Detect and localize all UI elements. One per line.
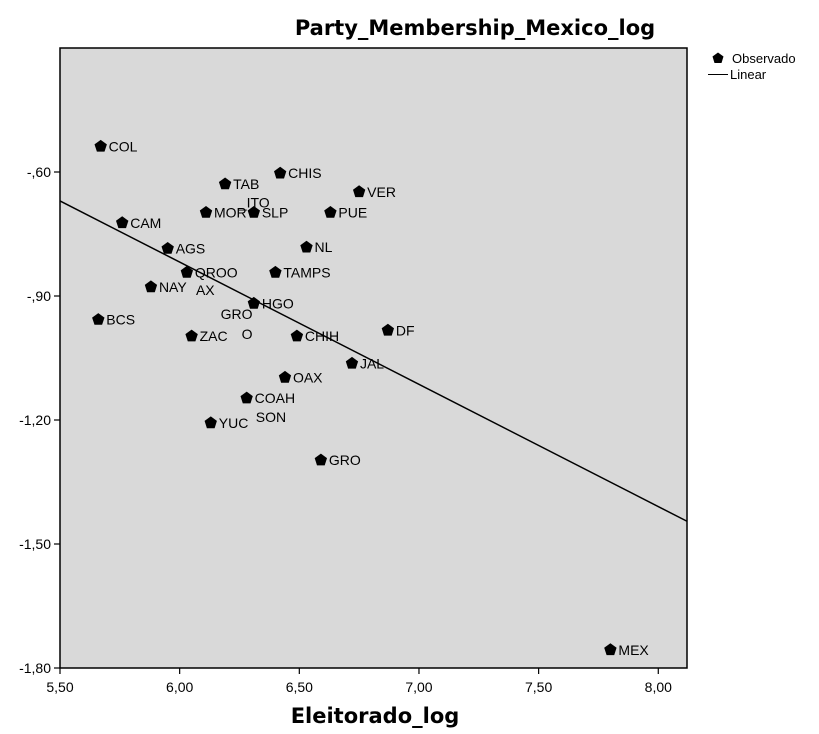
point-label-yuc: YUC <box>219 415 249 431</box>
point-label-nay: NAY <box>159 279 187 295</box>
legend-label-observado: Observado <box>732 50 796 66</box>
data-point-chih <box>290 329 304 342</box>
data-point-qroo <box>180 265 193 278</box>
point-label-slp: SLP <box>262 205 288 221</box>
x-tick-label: 5,50 <box>46 679 73 695</box>
point-label-jal: JAL <box>360 355 384 371</box>
data-point-zac <box>185 329 198 342</box>
point-label-col: COL <box>109 138 138 154</box>
legend-item-linear: Linear <box>708 66 796 82</box>
y-tick-label: -1,20 <box>19 412 51 428</box>
legend-item-observado: Observado <box>712 50 796 66</box>
point-label-df: DF <box>396 322 415 338</box>
data-point-bcs <box>92 313 105 325</box>
axes: 5,50 6,00 6,50 7,00 7,50 8,00 -,60 -,90 -1,20 -1,… <box>19 164 672 695</box>
data-point-ver <box>353 185 366 198</box>
point-label-qroo: QROO <box>195 264 238 280</box>
chart-title: Party_Membership_Mexico_log <box>294 16 656 40</box>
partial-point-label: O <box>242 326 253 342</box>
data-point-jal <box>345 356 359 369</box>
data-point-mor <box>199 206 213 218</box>
data-point-gro <box>314 453 327 466</box>
point-label-ver: VER <box>367 184 396 200</box>
data-point-chis <box>274 166 287 179</box>
data-point-pue <box>324 206 337 218</box>
data-point-oax <box>278 370 292 383</box>
point-label-tamps: TAMPS <box>283 264 330 280</box>
point-label-cam: CAM <box>130 215 161 231</box>
linear-fit-line <box>59 200 688 522</box>
data-point-nl <box>300 240 313 253</box>
partial-point-label: _ITO <box>238 195 270 211</box>
partial-point-label: AX <box>196 282 215 298</box>
data-point-ags <box>161 242 174 254</box>
x-tick-label: 6,50 <box>286 679 313 695</box>
point-label-bcs: BCS <box>106 312 135 328</box>
x-tick-label: 7,50 <box>525 679 552 695</box>
legend-label-linear: Linear <box>730 66 767 82</box>
data-point-df <box>381 323 394 336</box>
point-label-coah: COAH <box>255 390 295 406</box>
point-label-chis: CHIS <box>288 165 321 181</box>
point-label-tab: TAB <box>233 176 259 192</box>
plot-area <box>59 47 688 669</box>
x-axis-label: Eleitorado_log <box>290 704 460 728</box>
x-tick-label: 8,00 <box>645 679 672 695</box>
point-label-pue: PUE <box>338 205 367 221</box>
point-label-zac: ZAC <box>200 328 228 344</box>
point-label-oax: OAX <box>293 369 323 385</box>
data-point-cam <box>116 216 129 229</box>
partial-point-label: SON <box>256 409 286 425</box>
point-label-mor: MOR <box>214 205 247 221</box>
x-tick-label: 6,00 <box>166 679 193 695</box>
y-tick-label: -1,50 <box>19 536 51 552</box>
line-swatch-icon <box>708 73 728 75</box>
data-point-coah <box>240 391 253 404</box>
linear-fit-group <box>59 200 688 522</box>
point-label-hgo: HGO <box>262 295 294 311</box>
data-point-nay <box>144 280 158 293</box>
data-point-slp <box>247 206 260 218</box>
data-points <box>92 139 617 656</box>
point-label-ags: AGS <box>176 240 206 256</box>
legend: Observado Linear <box>708 50 796 82</box>
data-point-yuc <box>204 416 217 429</box>
point-label-mex: MEX <box>618 642 649 658</box>
point-labels: COL CHIS TAB VER MOR SLP PUE CAM AGS NL QROO TAMPS N… <box>106 138 649 657</box>
point-label-nl: NL <box>314 239 332 255</box>
data-point-tamps <box>269 265 282 278</box>
data-point-tab <box>218 177 232 190</box>
partial-point-label: GRO <box>221 306 253 322</box>
pentagon-marker-icon <box>712 52 724 63</box>
x-tick-label: 7,00 <box>405 679 432 695</box>
y-tick-label: -1,80 <box>19 660 51 676</box>
y-tick-label: -,60 <box>27 164 51 180</box>
data-point-col <box>94 139 107 152</box>
point-label-chih: CHIH <box>305 328 339 344</box>
data-point-mex <box>604 643 617 656</box>
y-tick-label: -,90 <box>27 288 51 304</box>
point-label-gro: GRO <box>329 452 361 468</box>
data-point-hgo <box>247 296 260 309</box>
